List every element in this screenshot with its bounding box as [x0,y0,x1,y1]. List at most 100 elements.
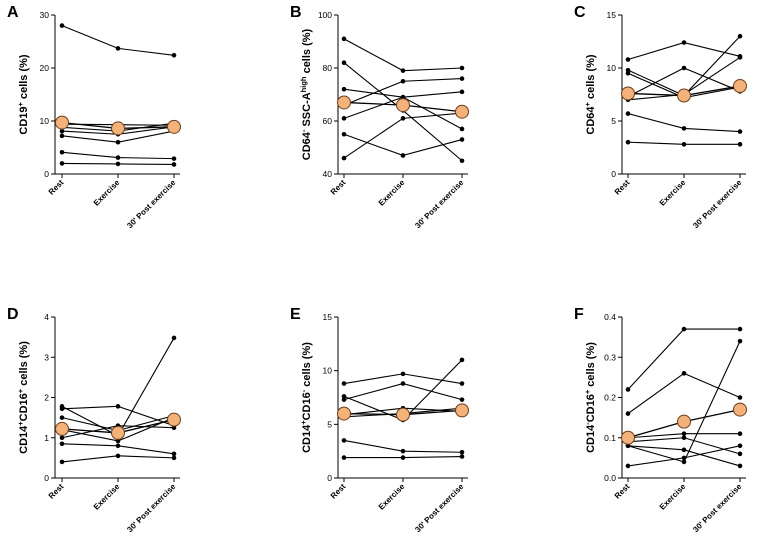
subject-point [625,387,631,392]
mean-marker [621,86,635,101]
subject-point [737,338,743,344]
subject-point [681,65,687,71]
subject-point [737,431,743,437]
y-tick-label: 5 [611,116,616,126]
y-axis-title-superscript: + [16,101,25,106]
y-axis-title-superscript: + [16,388,25,393]
subject-point [59,149,65,155]
subject-point [737,142,743,147]
x-category-label: Exercise [658,482,688,512]
subject-point [737,463,743,469]
x-category-label: 30' Post exercise [691,178,743,230]
subject-point [737,326,743,332]
panel-letter: B [290,4,302,21]
subject-point [681,371,687,376]
y-axis-title-part: CD64 [585,106,597,135]
subject-point [400,455,406,460]
subject-point [115,139,121,145]
subject-point [681,431,687,437]
y-tick-label: 0 [44,169,49,179]
y-tick-label: 0.3 [604,352,616,362]
x-category-label: Rest [613,482,632,501]
y-tick-label: 0.4 [604,312,616,322]
mean-marker [621,430,635,445]
y-axis-title-superscript: - [299,389,308,392]
y-tick-label: 10 [323,366,333,376]
mean-marker [455,104,469,119]
y-tick-label: 0.0 [604,473,616,483]
y-axis-title-part: SSC-A [301,92,313,129]
panel-e: E 0 5 10 15 Rest Exercise 30' Post exercise CD14… [290,306,469,534]
y-tick-label: 4 [44,312,49,322]
subject-point [341,394,347,399]
mean-marker [337,95,351,110]
subject-point [341,131,347,137]
subject-point [681,459,687,465]
y-tick-label: 2 [44,393,49,403]
subject-point [737,443,743,449]
subject-line [627,41,741,61]
subject-point [115,155,121,160]
subject-point [737,451,743,457]
subject-point [341,116,347,121]
subject-point [341,86,347,92]
x-category-label: Exercise [92,178,122,208]
subject-point [341,155,347,161]
mean-marker [55,421,69,436]
subject-point [625,57,631,62]
y-axis-title-superscript: + [583,101,592,106]
mean-marker [677,414,691,429]
y-tick-label: 15 [607,10,617,20]
subject-point [171,455,177,461]
subject-point [459,381,465,386]
subject-point [681,326,687,332]
subject-point [115,161,121,167]
subject-point [341,455,347,460]
x-category-label: 30' Post exercise [413,178,465,230]
x-category-label: 30' Post exercise [413,482,465,534]
subject-point [459,158,465,164]
mean-marker [396,407,410,422]
y-axis-title-superscript: + [583,389,592,394]
y-axis-title: CD64+ cells (%) [583,54,598,135]
subject-point [115,443,121,449]
subject-point [171,162,177,167]
subject-point [459,76,465,81]
y-axis-title-part: CD14 [585,424,597,453]
subject-point [737,395,743,400]
y-axis-title-part: CD16 [18,393,30,421]
subject-line [343,38,463,72]
y-axis-title: CD19+ cells (%) [16,54,31,135]
y-axis-title: CD14-CD16+ cells (%) [583,342,598,453]
x-category-label: Rest [47,178,66,197]
y-axis-title-superscript: - [583,422,592,425]
mean-marker [733,402,747,417]
x-category-label: 30' Post exercise [125,178,177,230]
mean-marker [396,98,410,113]
subject-point [625,67,631,73]
y-axis-title-part: cells (%) [585,342,597,390]
subject-line [61,25,175,56]
subject-point [459,449,465,455]
x-category-label: Exercise [92,482,122,512]
mean-marker [455,403,469,418]
subject-point [400,381,406,386]
y-axis-title-superscript: - [299,129,308,132]
y-tick-label: 60 [323,116,333,126]
subject-point [59,161,65,166]
y-tick-label: 1 [44,433,49,443]
subject-point [737,129,743,134]
subject-point [59,435,65,441]
subject-point [171,52,177,58]
y-axis-title-part: cells (%) [301,342,313,390]
mean-marker [167,412,181,427]
y-axis-title-superscript: + [16,421,25,426]
y-tick-label: 20 [40,63,50,73]
mean-marker [167,119,181,134]
x-category-label: Exercise [377,178,407,208]
y-axis-title-part: cells (%) [585,54,597,102]
mean-marker [111,425,125,440]
subject-point [681,142,687,147]
